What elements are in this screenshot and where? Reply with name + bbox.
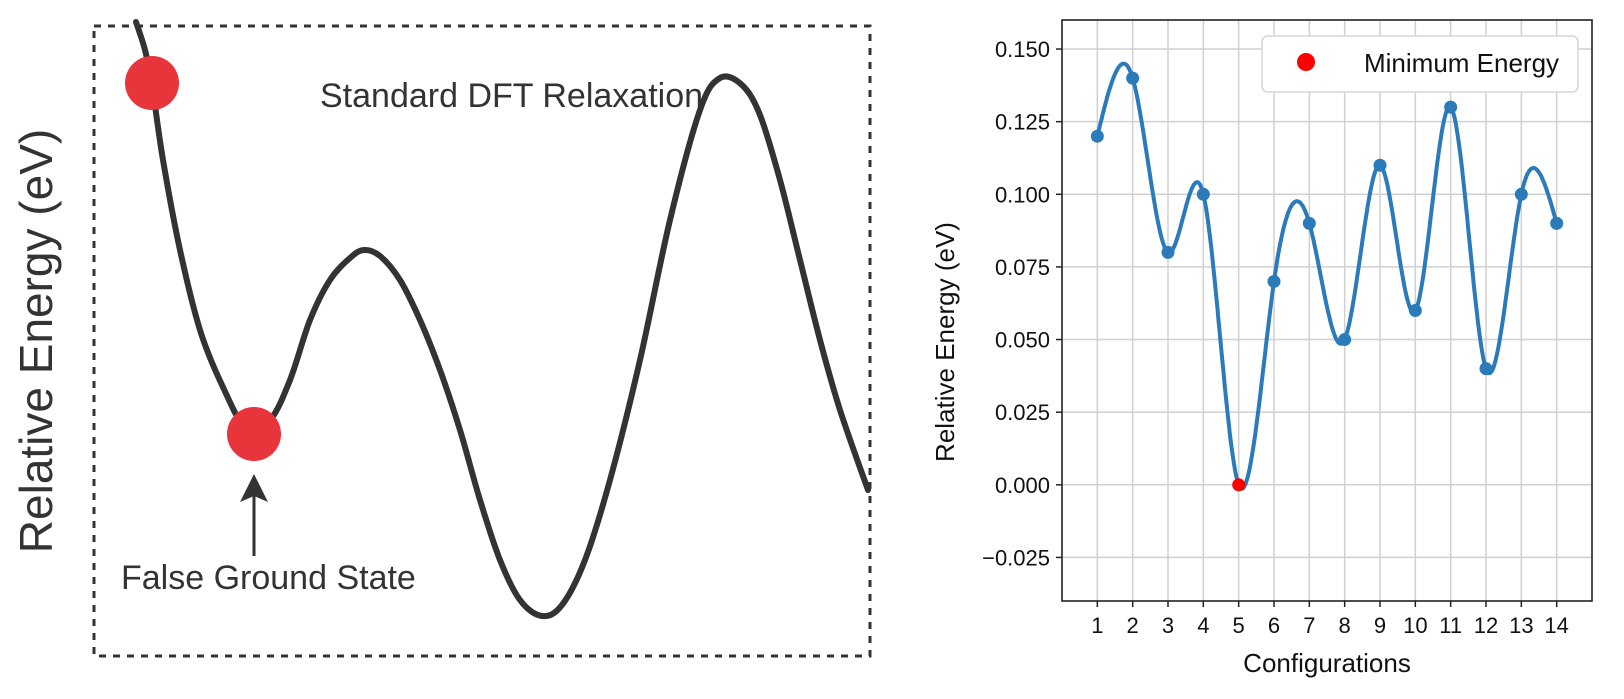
data-point [1302,216,1316,230]
false-ground-state-label: False Ground State [121,559,416,597]
right-y-axis-label: Relative Energy (eV) [930,222,960,462]
left-y-axis-label: Relative Energy (eV) [10,129,62,553]
y-tick-label: −0.025 [982,545,1050,570]
x-tick-label: 10 [1403,613,1427,638]
x-tick-label: 1 [1091,613,1103,638]
x-tick-label: 14 [1544,613,1568,638]
data-point [1161,245,1175,259]
data-point [1267,274,1281,288]
left-panel: Standard DFT Relaxation False Ground Sta… [10,19,872,658]
data-point [1550,216,1564,230]
x-tick-label: 2 [1127,613,1139,638]
y-tick-label: 0.000 [995,473,1050,498]
data-point [1479,362,1493,376]
minimum-energy-point [1232,478,1246,492]
y-tick-label: 0.100 [995,182,1050,207]
standard-dft-relaxation-label: Standard DFT Relaxation [320,77,703,115]
y-tick-label: 0.075 [995,255,1050,280]
x-tick-label: 11 [1439,613,1462,638]
false-ground-state-marker [227,407,281,461]
data-points [1090,71,1564,492]
data-point [1408,304,1422,317]
x-tick-label: 3 [1162,613,1174,638]
x-tick-label: 13 [1509,613,1533,638]
y-tick-labels: 0.150 0.125 0.100 0.075 0.050 0.025 0.000 −0.02… [982,37,1062,570]
legend-box [1261,35,1579,93]
legend: Minimum Energy [1261,35,1579,93]
x-tick-label: 12 [1474,613,1498,638]
y-tick-label: 0.050 [995,328,1050,353]
data-point [1338,333,1352,347]
x-tick-label: 7 [1303,613,1315,638]
data-point [1196,187,1210,201]
data-point [1090,129,1104,143]
energy-landscape-curve [133,19,871,620]
y-tick-label: 0.150 [995,37,1050,62]
x-tick-label: 4 [1197,613,1209,638]
data-point [1373,158,1387,172]
plot-frame [1061,19,1593,602]
x-tick-labels: 1 2 3 4 5 6 7 8 9 10 11 12 13 14 [1091,601,1569,638]
x-tick-label: 8 [1339,613,1351,638]
energy-series-line [1095,61,1559,491]
x-axis-label: Configurations [1243,648,1411,678]
left-panel-frame [92,24,872,658]
x-tick-label: 5 [1233,613,1245,638]
start-configuration-marker [125,56,179,110]
false-ground-state-arrow [240,474,268,556]
right-panel: 0.150 0.125 0.100 0.075 0.050 0.025 0.000 −0.02… [930,19,1593,678]
y-tick-label: 0.125 [995,110,1050,135]
data-point [1514,187,1528,201]
data-point [1444,100,1458,114]
data-point [1126,71,1140,85]
y-tick-label: 0.025 [995,400,1050,425]
legend-entry-minimum-energy: Minimum Energy [1364,48,1559,78]
x-tick-label: 9 [1374,613,1386,638]
x-tick-label: 6 [1268,613,1280,638]
legend-marker [1297,53,1315,71]
x-gridlines [1096,20,1558,601]
